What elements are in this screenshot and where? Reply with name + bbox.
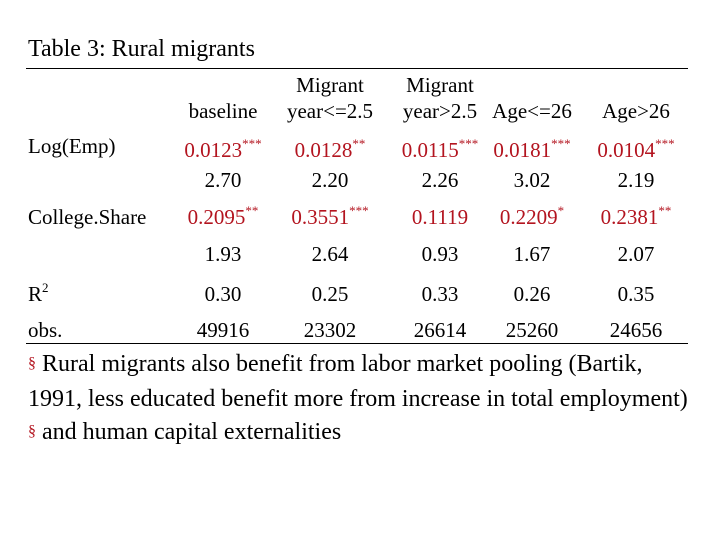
r2-baseline: 0.30 xyxy=(204,282,242,306)
col-header-3-line2: year>2.5 xyxy=(402,99,478,123)
tstat-logemp-baseline: 2.70 xyxy=(204,168,242,192)
row-label-log-emp: Log(Emp) xyxy=(28,134,116,158)
coef-college-baseline: 0.2095** xyxy=(187,203,259,229)
col-header-2-line2: year<=2.5 xyxy=(286,99,374,123)
coef-logemp-migrant-short: 0.0128** xyxy=(294,136,366,162)
row-label-obs: obs. xyxy=(28,318,63,342)
notes: § Rural migrants also benefit from labor … xyxy=(28,348,698,451)
col-header-3-line1: Migrant xyxy=(406,73,474,97)
coef-logemp-age-young: 0.0181*** xyxy=(493,136,571,162)
note-text: Rural migrants also benefit from labor m… xyxy=(28,351,688,412)
coef-college-migrant-short: 0.3551*** xyxy=(291,203,369,229)
bottom-rule xyxy=(26,343,688,344)
bullet-icon: § xyxy=(28,355,36,372)
note-item: § Rural migrants also benefit from labor … xyxy=(28,348,698,416)
obs-age-old: 24656 xyxy=(609,318,663,342)
note-text: and human capital externalities xyxy=(42,419,342,445)
top-rule xyxy=(26,68,688,69)
obs-migrant-long: 26614 xyxy=(413,318,467,342)
note-item: § and human capital externalities xyxy=(28,416,698,451)
tstat-college-age-young: 1.67 xyxy=(513,242,551,266)
obs-baseline: 49916 xyxy=(196,318,250,342)
col-header-1-line2: baseline xyxy=(188,99,258,123)
col-header-4-line2: Age<=26 xyxy=(492,99,572,123)
col-header-5-line2: Age>26 xyxy=(602,99,670,123)
row-label-college-share: College.Share xyxy=(28,205,147,229)
tstat-logemp-age-old: 2.19 xyxy=(617,168,655,192)
col-header-2-line1: Migrant xyxy=(296,73,364,97)
coef-logemp-migrant-long: 0.0115*** xyxy=(401,136,479,162)
tstat-logemp-migrant-short: 2.20 xyxy=(311,168,349,192)
tstat-college-age-old: 2.07 xyxy=(617,242,655,266)
r2-age-young: 0.26 xyxy=(513,282,551,306)
coef-college-age-old: 0.2381** xyxy=(600,203,672,229)
r2-age-old: 0.35 xyxy=(617,282,655,306)
coef-logemp-baseline: 0.0123*** xyxy=(184,136,262,162)
coef-college-migrant-long: 0.1119 xyxy=(411,205,469,229)
tstat-logemp-age-young: 3.02 xyxy=(513,168,551,192)
row-label-r-squared: R2 xyxy=(28,280,49,306)
obs-migrant-short: 23302 xyxy=(303,318,357,342)
tstat-logemp-migrant-long: 2.26 xyxy=(421,168,459,192)
bullet-icon: § xyxy=(28,423,36,440)
obs-age-young: 25260 xyxy=(505,318,559,342)
coef-college-age-young: 0.2209* xyxy=(499,203,565,229)
r2-migrant-short: 0.25 xyxy=(311,282,349,306)
coef-logemp-age-old: 0.0104*** xyxy=(597,136,675,162)
r2-migrant-long: 0.33 xyxy=(421,282,459,306)
table-title: Table 3: Rural migrants xyxy=(28,36,255,62)
tstat-college-migrant-short: 2.64 xyxy=(311,242,349,266)
tstat-college-baseline: 1.93 xyxy=(204,242,242,266)
tstat-college-migrant-long: 0.93 xyxy=(421,242,459,266)
